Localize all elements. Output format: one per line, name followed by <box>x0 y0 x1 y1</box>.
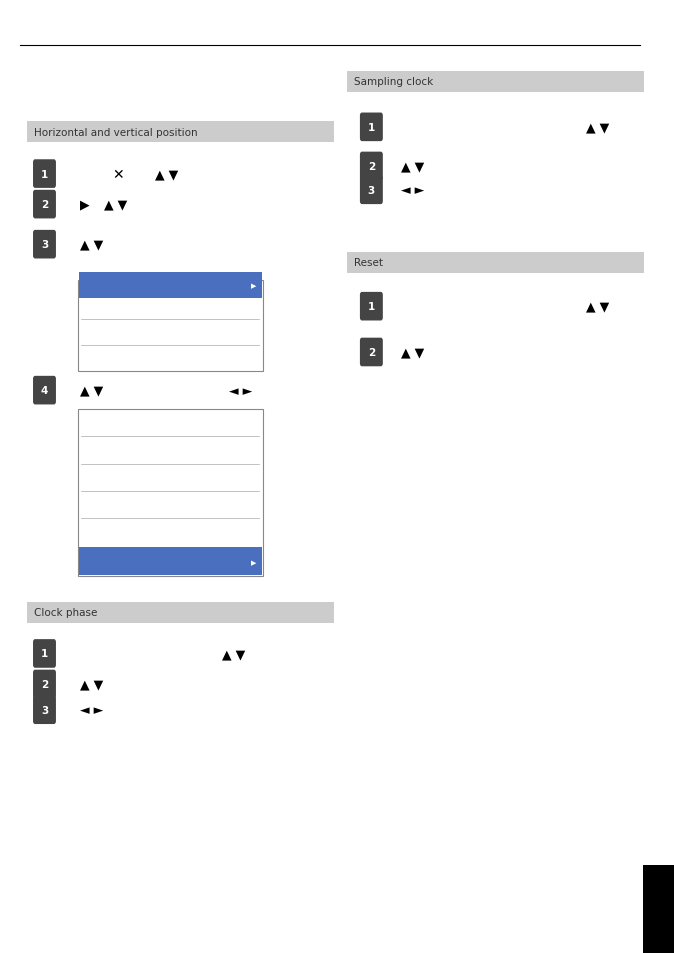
FancyBboxPatch shape <box>33 160 56 189</box>
FancyBboxPatch shape <box>33 191 56 219</box>
Text: 3: 3 <box>41 705 48 715</box>
Text: 2: 2 <box>41 679 48 689</box>
Text: ▲ ▼: ▲ ▼ <box>586 300 609 314</box>
Text: 2: 2 <box>368 162 375 172</box>
Text: 3: 3 <box>41 240 48 250</box>
Bar <box>78 281 263 372</box>
FancyBboxPatch shape <box>360 293 383 321</box>
FancyBboxPatch shape <box>33 696 56 724</box>
Text: ▲ ▼: ▲ ▼ <box>586 121 609 134</box>
Text: 1: 1 <box>41 170 48 179</box>
Text: ◄ ►: ◄ ► <box>80 703 102 717</box>
Text: ▶: ▶ <box>251 283 256 289</box>
Text: ✕: ✕ <box>112 168 124 181</box>
FancyBboxPatch shape <box>33 670 56 699</box>
Text: 1: 1 <box>368 302 375 312</box>
FancyBboxPatch shape <box>33 231 56 259</box>
FancyBboxPatch shape <box>360 152 383 181</box>
Text: ▲ ▼: ▲ ▼ <box>222 647 245 660</box>
Text: ▶: ▶ <box>251 559 256 565</box>
Text: ▲ ▼: ▲ ▼ <box>80 678 102 691</box>
Text: ◄ ►: ◄ ► <box>229 384 252 397</box>
FancyBboxPatch shape <box>360 176 383 205</box>
Text: 3: 3 <box>368 186 375 195</box>
Bar <box>27 122 334 143</box>
FancyBboxPatch shape <box>360 113 383 142</box>
Text: ▲ ▼: ▲ ▼ <box>80 238 102 252</box>
Text: 4: 4 <box>41 386 48 395</box>
FancyBboxPatch shape <box>33 376 56 405</box>
Bar <box>79 273 262 299</box>
Text: 2: 2 <box>41 200 48 210</box>
Text: Reset: Reset <box>354 258 383 268</box>
Text: ▲ ▼: ▲ ▼ <box>401 346 424 359</box>
Text: Clock phase: Clock phase <box>34 608 97 618</box>
Text: Sampling clock: Sampling clock <box>354 77 433 87</box>
Bar <box>643 865 674 953</box>
Text: 1: 1 <box>41 649 48 659</box>
Text: ▲ ▼: ▲ ▼ <box>104 198 127 212</box>
Bar <box>347 71 644 92</box>
FancyBboxPatch shape <box>33 639 56 668</box>
Text: ▲ ▼: ▲ ▼ <box>80 384 102 397</box>
FancyBboxPatch shape <box>360 338 383 367</box>
Text: ▲ ▼: ▲ ▼ <box>155 168 178 181</box>
Bar <box>78 410 263 577</box>
Text: Horizontal and vertical position: Horizontal and vertical position <box>34 128 197 137</box>
Text: ◄ ►: ◄ ► <box>401 184 424 197</box>
Text: 1: 1 <box>368 123 375 132</box>
Bar <box>347 253 644 274</box>
Text: 2: 2 <box>368 348 375 357</box>
Text: ▶: ▶ <box>80 198 89 212</box>
Text: ▲ ▼: ▲ ▼ <box>401 160 424 173</box>
Bar <box>27 602 334 623</box>
Bar <box>79 547 262 576</box>
